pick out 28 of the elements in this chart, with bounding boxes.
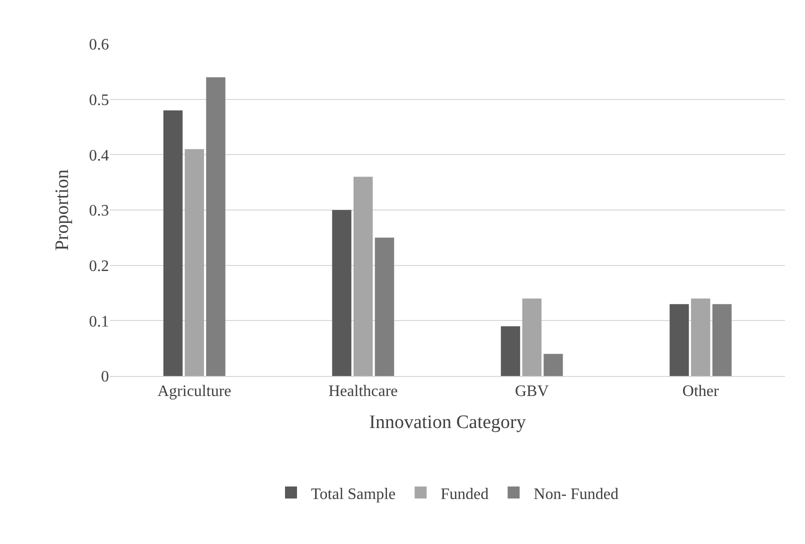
bar (670, 304, 689, 376)
legend-label: Funded (440, 486, 489, 503)
x-tick-label: Healthcare (328, 383, 398, 400)
y-tick-label: 0.2 (89, 258, 109, 275)
legend-label: Total Sample (311, 486, 396, 503)
bar (184, 149, 204, 376)
bar (712, 304, 732, 376)
y-tick-label: 0.5 (89, 92, 109, 109)
bar (544, 354, 563, 376)
y-tick-label: 0 (101, 368, 109, 386)
x-tick-label: GBV (514, 383, 550, 400)
bar (500, 326, 520, 376)
bar (354, 176, 373, 376)
y-tick-label: 0.1 (89, 313, 109, 330)
bar (206, 77, 226, 376)
legend-label: Non- Funded (534, 486, 619, 503)
bar (374, 238, 394, 376)
bar (163, 110, 183, 376)
x-tick-label: Other (682, 383, 720, 400)
x-axis-title: Innovation Category (369, 412, 526, 433)
y-tick-label: 0.3 (89, 202, 109, 220)
y-tick-label: 0.6 (89, 36, 109, 54)
y-tick-label: 0.4 (89, 147, 109, 164)
x-tick-label: Agriculture (158, 383, 232, 400)
bar (522, 298, 542, 376)
bar (691, 298, 710, 376)
y-axis-title: Proportion (52, 168, 73, 251)
bar (332, 210, 352, 376)
